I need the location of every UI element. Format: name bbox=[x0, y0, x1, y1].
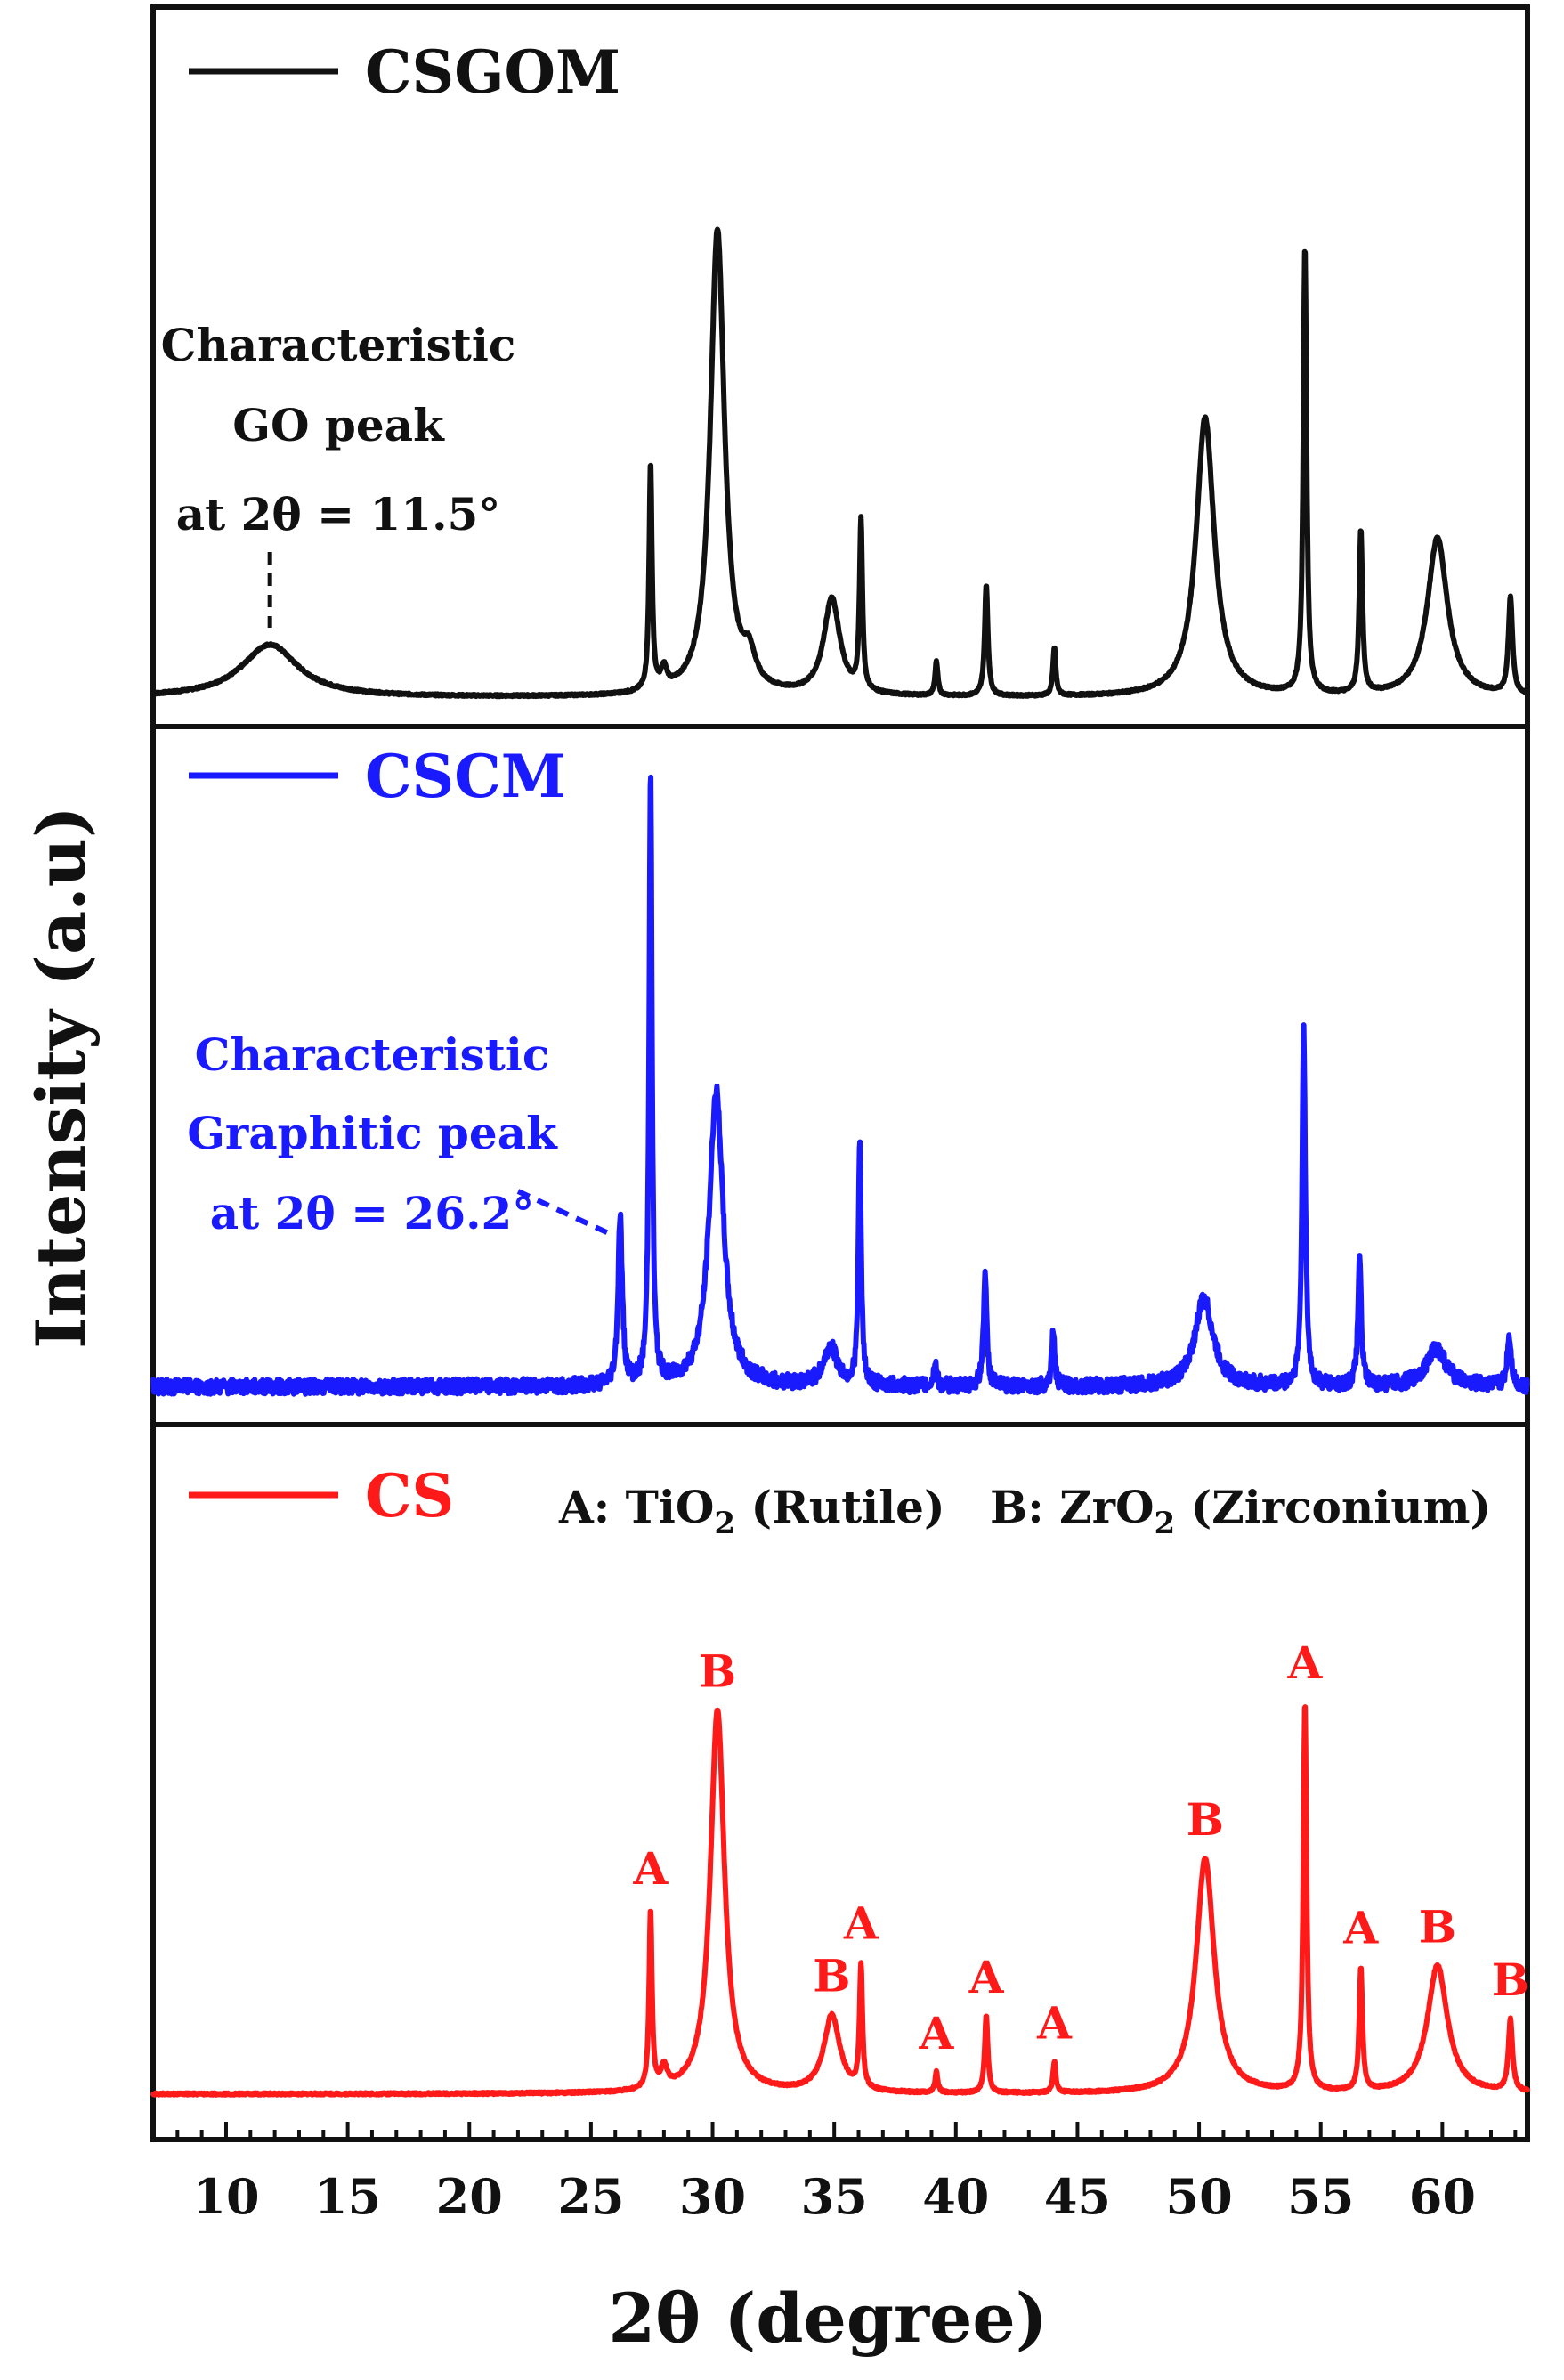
peak-label-a: A bbox=[1287, 1637, 1324, 1689]
x-tick-label: 50 bbox=[1166, 2168, 1233, 2225]
annotation-text: Characteristic bbox=[161, 319, 516, 371]
x-tick-label: 35 bbox=[801, 2168, 868, 2225]
annotation-text: at 2θ = 26.2° bbox=[210, 1187, 535, 1239]
phase-legend-b: B: ZrO2 (Zirconium) bbox=[990, 1481, 1491, 1541]
x-tick-label: 55 bbox=[1287, 2168, 1354, 2225]
peak-label-b: B bbox=[699, 1645, 736, 1697]
panel-bottom-frame bbox=[150, 1422, 1530, 2142]
annotation-text: at 2θ = 11.5° bbox=[176, 488, 501, 540]
x-tick-label: 20 bbox=[436, 2168, 503, 2225]
annotation-pointer bbox=[516, 1189, 616, 1239]
y-axis-title: Intensity (a.u) bbox=[21, 806, 101, 1349]
peak-label-b: B bbox=[1419, 1900, 1456, 1953]
peak-label-a: A bbox=[1342, 1902, 1379, 1954]
legend-label-cscm: CSCM bbox=[365, 742, 566, 811]
annotation-text: Graphitic peak bbox=[187, 1107, 558, 1159]
peak-label-a: A bbox=[632, 1842, 669, 1895]
peak-label-b: B bbox=[1492, 1954, 1529, 2006]
peak-label-a: A bbox=[919, 2007, 955, 2059]
phase-legend: A: TiO2 (Rutile) B: ZrO2 (Zirconium) bbox=[558, 1481, 1491, 1541]
series-line-cs bbox=[150, 1704, 1530, 2098]
x-axis-title: 2θ (degree) bbox=[608, 2278, 1047, 2358]
x-axis: 10 15 20 25 30 35 40 45 50 55 60 bbox=[175, 2122, 1518, 2225]
peak-label-b: B bbox=[1187, 1793, 1224, 1846]
legend-label-csgom: CSGOM bbox=[365, 37, 620, 107]
traces bbox=[150, 226, 1530, 2098]
x-tick-label: 60 bbox=[1409, 2168, 1476, 2225]
peak-label-a: A bbox=[1036, 1996, 1073, 2049]
x-tick-label: 40 bbox=[922, 2168, 989, 2225]
legends: CSGOM CSCM CS bbox=[189, 37, 620, 1531]
x-tick-label: 10 bbox=[192, 2168, 259, 2225]
peak-label-a: A bbox=[843, 1897, 879, 1950]
panels bbox=[150, 4, 1530, 2142]
legend-label-cs: CS bbox=[365, 1461, 454, 1531]
peak-label-b: B bbox=[813, 1950, 850, 2002]
x-tick-label: 15 bbox=[314, 2168, 381, 2225]
x-tick-label: 45 bbox=[1044, 2168, 1111, 2225]
series-line-csgom bbox=[150, 226, 1530, 700]
series-line-cscm bbox=[150, 774, 1530, 1397]
annotation-text: Characteristic bbox=[195, 1028, 550, 1081]
x-tick-label: 25 bbox=[557, 2168, 624, 2225]
annotation-text: GO peak bbox=[232, 399, 445, 451]
x-tick-label: 30 bbox=[679, 2168, 746, 2225]
annotations: Characteristic GO peak at 2θ = 11.5° Charac… bbox=[161, 319, 616, 1239]
peak-label-a: A bbox=[968, 1951, 1005, 2003]
phase-legend-a: A: TiO2 (Rutile) bbox=[558, 1481, 945, 1541]
